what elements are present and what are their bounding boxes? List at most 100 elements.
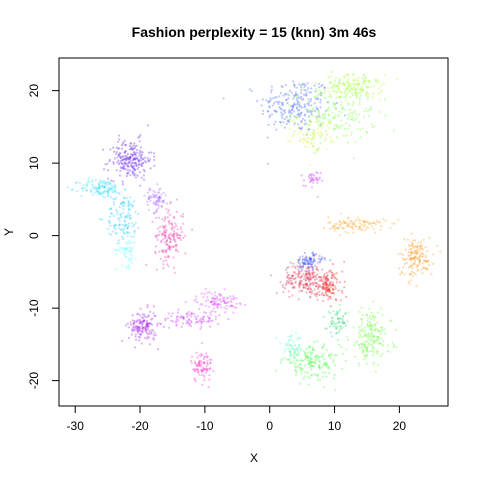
data-point — [163, 201, 166, 204]
data-point — [194, 369, 197, 372]
data-point — [375, 335, 379, 338]
data-point — [377, 80, 380, 83]
data-point — [409, 259, 413, 262]
data-point — [224, 302, 227, 305]
data-point — [346, 134, 349, 137]
data-point — [380, 307, 383, 310]
data-point — [346, 225, 349, 228]
data-point — [367, 93, 371, 96]
data-point — [322, 363, 325, 366]
data-point — [315, 176, 318, 179]
data-point — [322, 346, 325, 349]
data-point — [281, 101, 284, 104]
data-point — [366, 345, 369, 349]
data-point — [332, 321, 335, 324]
data-point — [110, 196, 113, 199]
data-point — [235, 297, 238, 300]
data-point — [372, 227, 375, 231]
data-point — [202, 368, 205, 371]
data-point — [168, 247, 171, 250]
data-point — [295, 359, 299, 362]
data-point — [291, 265, 294, 268]
data-point — [346, 74, 349, 77]
data-point — [129, 153, 132, 156]
data-point — [290, 334, 293, 337]
data-point — [215, 297, 218, 300]
data-point — [133, 156, 136, 159]
data-point — [133, 230, 136, 234]
data-point — [125, 267, 128, 270]
data-point — [275, 291, 278, 295]
data-point — [304, 279, 307, 282]
data-point — [141, 328, 144, 331]
data-point — [309, 142, 312, 145]
data-point — [131, 165, 134, 169]
data-point — [369, 328, 372, 331]
data-point — [128, 217, 131, 220]
data-point — [330, 322, 333, 325]
data-point — [130, 250, 133, 253]
data-point — [301, 98, 304, 101]
data-point — [326, 284, 329, 287]
data-point — [134, 221, 137, 224]
data-point — [369, 343, 373, 346]
data-point — [270, 274, 273, 277]
data-point — [206, 298, 210, 302]
data-point — [158, 200, 161, 203]
data-point — [347, 311, 350, 314]
data-point — [327, 354, 330, 357]
data-point — [328, 90, 331, 93]
data-point — [124, 150, 127, 153]
data-point — [313, 151, 316, 154]
data-point — [109, 207, 113, 210]
data-point — [128, 144, 131, 148]
data-point — [323, 117, 326, 120]
data-point — [155, 210, 158, 213]
data-point — [197, 362, 200, 365]
data-point — [208, 291, 211, 294]
data-point — [163, 219, 166, 222]
data-point — [273, 109, 276, 112]
data-point — [194, 362, 197, 365]
data-point — [121, 155, 124, 158]
data-point — [303, 114, 306, 117]
data-point — [295, 93, 298, 96]
data-point — [318, 359, 321, 362]
data-point — [157, 227, 160, 230]
data-point — [141, 324, 144, 327]
data-point — [136, 168, 139, 171]
data-point — [372, 315, 375, 318]
data-point — [171, 228, 174, 231]
data-point — [370, 311, 373, 315]
data-point — [308, 290, 312, 293]
data-point — [317, 93, 320, 96]
data-point — [163, 235, 166, 238]
data-point — [91, 180, 94, 184]
data-point — [347, 113, 350, 116]
data-point — [362, 358, 365, 361]
data-point — [331, 323, 334, 326]
data-point — [130, 256, 133, 259]
data-point — [299, 382, 302, 385]
data-point — [319, 116, 322, 119]
data-point — [139, 320, 142, 323]
data-point — [121, 223, 124, 227]
data-point — [370, 324, 373, 327]
data-point — [152, 329, 155, 332]
data-point — [286, 92, 290, 95]
data-point — [85, 189, 88, 192]
data-point — [148, 195, 151, 199]
data-point — [335, 84, 338, 87]
data-point — [161, 238, 165, 241]
data-point — [306, 133, 309, 136]
data-point — [326, 278, 329, 281]
data-point — [407, 254, 410, 257]
data-point — [294, 374, 297, 377]
data-point — [120, 228, 123, 231]
data-point — [298, 270, 301, 273]
data-point — [310, 111, 313, 114]
data-point — [311, 138, 314, 141]
data-point — [306, 146, 310, 149]
data-point — [318, 356, 321, 359]
data-point — [286, 101, 289, 105]
